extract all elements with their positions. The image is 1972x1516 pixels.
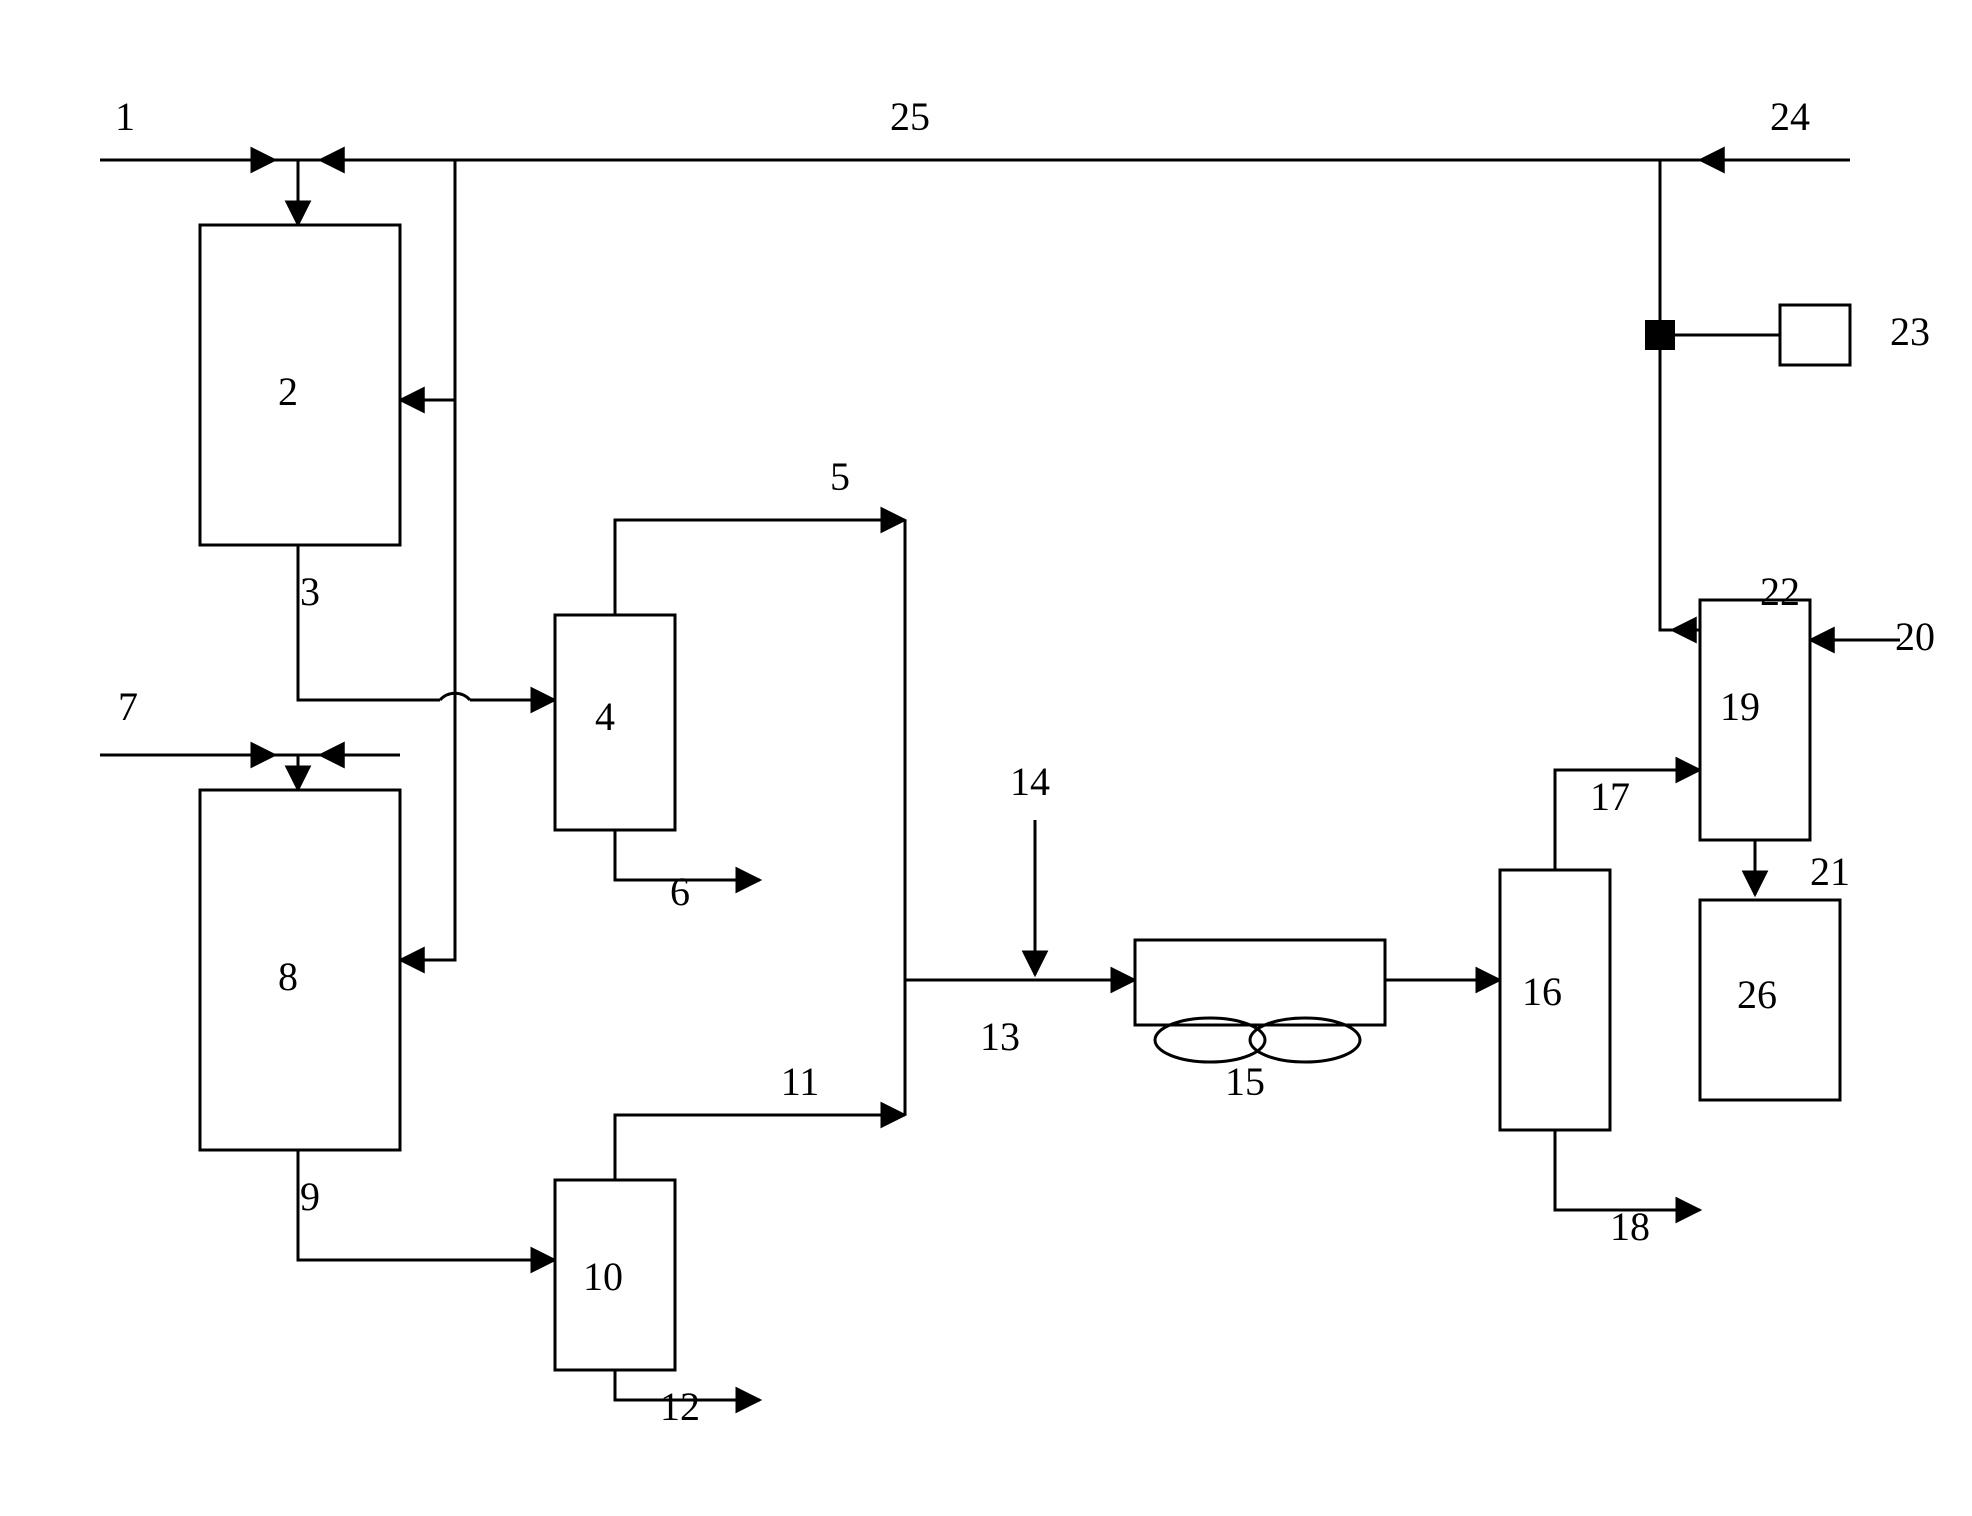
label-20: 20 <box>1895 614 1935 659</box>
edge-18 <box>1555 1130 1700 1210</box>
label-21: 21 <box>1810 849 1850 894</box>
label-24: 24 <box>1770 94 1810 139</box>
label-9: 9 <box>300 1174 320 1219</box>
label-26: 26 <box>1737 972 1777 1017</box>
label-18: 18 <box>1610 1204 1650 1249</box>
label-1: 1 <box>115 94 135 139</box>
node-23-box <box>1780 305 1850 365</box>
node-4 <box>555 615 675 830</box>
label-11: 11 <box>781 1059 820 1104</box>
label-16: 16 <box>1522 969 1562 1014</box>
label-14: 14 <box>1010 759 1050 804</box>
valve-23-body <box>1645 320 1675 350</box>
edge-top-branch-to-2 <box>400 160 455 400</box>
node-2 <box>200 225 400 545</box>
node-8 <box>200 790 400 1150</box>
label-23: 23 <box>1890 309 1930 354</box>
label-17: 17 <box>1590 774 1630 819</box>
label-5: 5 <box>830 454 850 499</box>
edge-top-branch-to-8 <box>400 400 455 960</box>
label-25: 25 <box>890 94 930 139</box>
label-12: 12 <box>660 1384 700 1429</box>
node-15 <box>1135 940 1385 1025</box>
label-13: 13 <box>980 1014 1020 1059</box>
edge-9 <box>298 1150 555 1260</box>
edge-11 <box>615 1115 905 1180</box>
label-4: 4 <box>595 694 615 739</box>
label-15: 15 <box>1225 1059 1265 1104</box>
label-7: 7 <box>118 684 138 729</box>
label-6: 6 <box>670 869 690 914</box>
label-22: 22 <box>1760 569 1800 614</box>
label-3: 3 <box>300 569 320 614</box>
edge-22 <box>1660 365 1700 630</box>
label-10: 10 <box>583 1254 623 1299</box>
label-2: 2 <box>278 369 298 414</box>
label-19: 19 <box>1720 684 1760 729</box>
edge-5 <box>615 520 905 615</box>
label-8: 8 <box>278 954 298 999</box>
